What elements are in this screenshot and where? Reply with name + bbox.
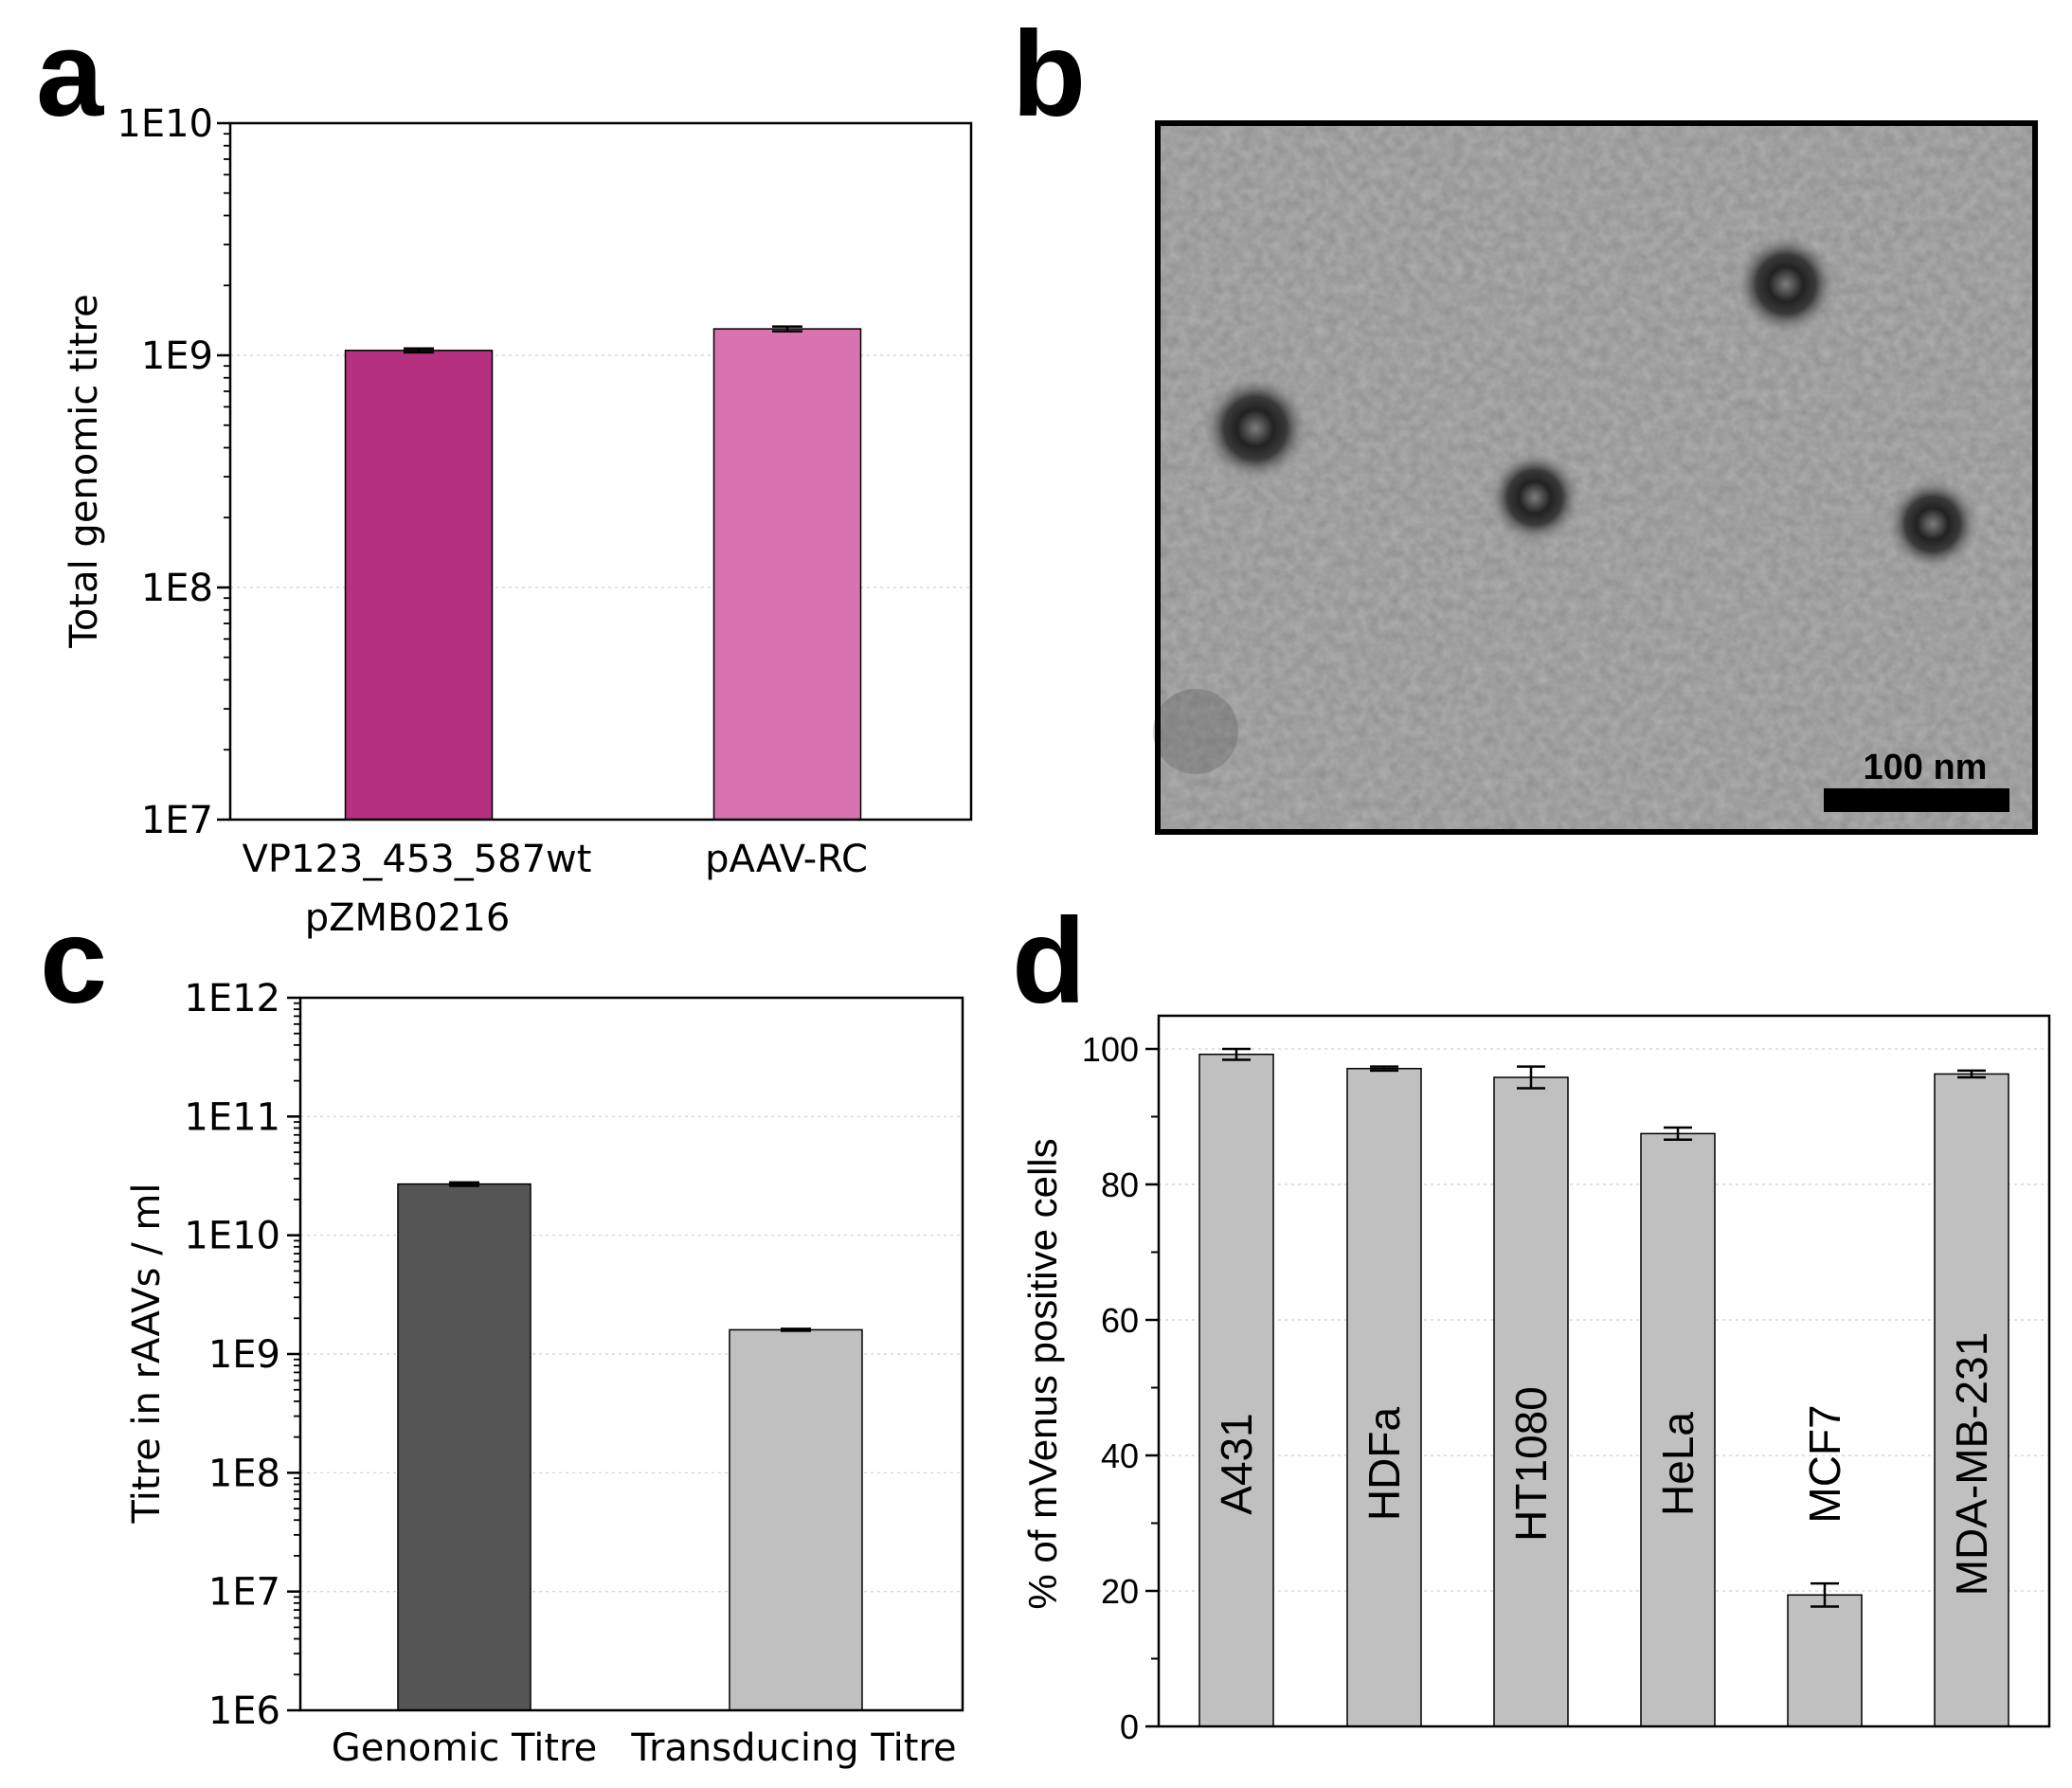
dark-region [1153,689,1238,774]
panel-d-chart: A431 HDFa HT1080 HeLa MCF7 MDA-MB-231 0 20 40 60… [1020,1014,2051,1746]
plot-frame [228,121,973,822]
scale-bar [1824,788,2009,812]
error-bar [1957,1069,1986,1079]
bar [1346,1067,1422,1727]
error-bar [449,1181,479,1187]
x-category-label-2: Transducing Titre [630,1726,956,1770]
bar [344,350,494,821]
bar-series: A431 HDFa HT1080 HeLa MCF7 MDA-MB-231 [1198,1047,2009,1727]
y-axis-ticks: 0 20 40 60 80 100 [1082,1030,1159,1746]
y-axis-ticks: 1E6 1E7 1E8 1E9 1E10 1E11 1E12 [184,977,300,1733]
y-tick-label: 1E7 [141,799,213,842]
bar [1198,1053,1274,1727]
bar-category-label: HDFa [1360,1407,1409,1522]
y-tick-label: 0 [1120,1707,1139,1746]
x-category-label-1: Genomic Titre [332,1726,597,1770]
y-tick-label: 20 [1101,1572,1139,1611]
virus-particle [1203,376,1307,480]
y-tick-label: 1E9 [141,334,213,378]
panel-a-chart: 1E7 1E8 1E9 1E10 Total genomic titre VP123_… [63,102,973,940]
y-tick-label: 40 [1101,1436,1139,1475]
panel-letter-b: b [1012,7,1086,142]
scale-bar-label: 100 nm [1864,748,1988,787]
bar [712,328,862,821]
bar-category-label: HT1080 [1506,1386,1556,1542]
y-tick-label: 1E8 [141,567,213,610]
bar [1787,1594,1863,1727]
y-tick-label: 1E12 [184,977,280,1020]
error-bar [781,1327,811,1332]
y-tick-label: 100 [1082,1030,1139,1069]
error-bar [1517,1065,1545,1090]
micrograph-texture [1158,123,2035,832]
error-bar [404,347,434,354]
error-bar [1370,1065,1398,1073]
y-axis-title: Total genomic titre [63,294,106,648]
error-bar [1811,1581,1839,1608]
y-tick-label: 60 [1101,1301,1139,1340]
y-tick-label: 1E10 [184,1215,280,1258]
bar [1934,1073,2009,1727]
panel-c-chart: 1E6 1E7 1E8 1E9 1E10 1E11 1E12 Titre in rAAVs … [125,977,964,1770]
y-axis-ticks: 1E7 1E8 1E9 1E10 [117,102,230,842]
panel-letter-c: c [40,894,107,1029]
error-bar [1222,1047,1251,1061]
error-bar [1664,1126,1692,1142]
virus-particle [1737,235,1835,334]
x-category-label-1-line2: pZMB0216 [305,896,511,940]
em-micrograph: 100 nm [1153,120,2038,835]
micrograph-frame [1155,120,2038,835]
y-tick-label: 1E6 [208,1689,280,1733]
bar-category-label: MCF7 [1800,1404,1849,1523]
y-tick-label: 80 [1101,1165,1139,1204]
virus-particle [1887,479,1978,569]
y-tick-label: 1E7 [208,1571,280,1615]
plot-frame [1157,1014,2051,1728]
error-bar [772,325,802,333]
y-tick-label: 1E11 [184,1095,280,1139]
bar [1640,1132,1716,1727]
y-tick-label: 1E8 [208,1452,280,1495]
bar [729,1328,863,1711]
grid-lines [1159,1048,2049,1592]
bar [397,1183,532,1711]
bar-category-label: HeLa [1653,1412,1703,1516]
x-category-label-2: pAAV-RC [705,838,868,881]
y-axis-title: % of mVenus positive cells [1020,1138,1065,1609]
x-category-label-1: VP123_453_587wt [243,838,592,881]
y-axis-title: Titre in rAAVs / ml [125,1183,169,1525]
bar [1493,1076,1569,1727]
bar-series [397,1181,863,1711]
panel-letter-a: a [36,7,104,142]
y-tick-label: 1E9 [208,1333,280,1377]
virus-particle [1489,452,1580,543]
bar-category-label: MDA-MB-231 [1947,1332,1996,1597]
bar-category-label: A431 [1212,1413,1261,1514]
bar-series [344,325,862,821]
panel-letter-d: d [1012,894,1086,1029]
y-tick-label: 1E10 [117,102,213,146]
